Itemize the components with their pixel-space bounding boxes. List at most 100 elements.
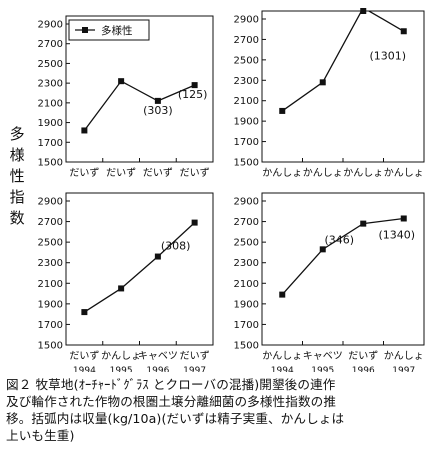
caption-line-3: 移。括弧内は収量(kg/10a)(だいずは精子実重、かんしょは	[6, 411, 345, 426]
y-tick-label: 1500	[38, 158, 63, 169]
y-tick-label: 1700	[38, 320, 63, 331]
y-tick-label: 2500	[234, 238, 259, 249]
y-tick-label: 2500	[38, 238, 63, 249]
data-point	[81, 309, 88, 316]
legend-box	[68, 19, 150, 41]
x-category-label: かんしょ	[262, 350, 302, 362]
x-year-label: 1997	[183, 366, 206, 372]
y-tick-label: 2700	[234, 35, 259, 46]
y-tick-label: 2700	[38, 217, 63, 228]
y-tick-label: 2500	[234, 55, 259, 66]
x-category-label: かんしょ	[384, 350, 424, 362]
x-category-label: キャベツ	[138, 350, 178, 362]
figure-caption: 図２ 牧草地(ｵｰﾁｬｰﾄﾞｸﾞﾗｽ とクローバの混播)開墾後の連作 及び輪作さ…	[6, 376, 438, 444]
data-point	[400, 28, 407, 35]
series-line	[84, 222, 196, 313]
x-category-label: かんしょ	[343, 167, 383, 179]
data-point	[118, 285, 125, 292]
y-tick-label: 2500	[38, 59, 63, 70]
x-category-label: だいず	[348, 350, 378, 362]
x-category-label: だいず	[69, 350, 99, 362]
x-year-label: 1995	[311, 366, 334, 372]
y-tick-label: 2700	[234, 217, 259, 228]
x-year-label: 1996	[146, 366, 169, 372]
y-tick-label: 1700	[38, 138, 63, 149]
data-point	[81, 127, 88, 134]
data-point	[360, 220, 367, 227]
x-category-label: キャベツ	[303, 350, 343, 362]
data-point	[400, 215, 407, 222]
plot-frame	[65, 192, 214, 346]
yield-annotation: (303)	[143, 104, 173, 117]
x-year-label: 1994	[271, 366, 294, 372]
x-year-label: 1994	[73, 366, 96, 372]
x-category-label: だいず	[180, 350, 210, 362]
y-tick-label: 2900	[234, 15, 259, 26]
x-year-label: 1995	[110, 366, 133, 372]
y-tick-label: 2100	[234, 279, 259, 290]
y-tick-label: 2300	[234, 258, 259, 269]
data-point	[191, 219, 198, 226]
caption-line-4: 上いも生重)	[6, 428, 75, 443]
data-point	[154, 253, 161, 260]
y-axis-label: 多様性指数	[4, 126, 28, 231]
y-tick-label: 2100	[38, 98, 63, 109]
x-category-label: だいず	[180, 167, 210, 179]
yield-annotation: (125)	[178, 88, 208, 101]
plot-frame	[261, 192, 425, 346]
series-line	[281, 217, 404, 296]
x-category-label: だいず	[106, 167, 136, 179]
caption-line-2: 及び輪作された作物の根圏土壌分離細菌の多様性指数の推	[6, 394, 337, 409]
x-year-label: 1997	[392, 366, 415, 372]
data-point	[118, 78, 125, 85]
data-point	[319, 246, 326, 253]
y-tick-label: 2300	[38, 79, 63, 90]
x-category-label: かんしょ	[303, 167, 343, 179]
y-tick-label: 2100	[38, 279, 63, 290]
x-year-label: 1996	[352, 366, 375, 372]
data-point	[279, 107, 286, 114]
legend-label: 多様性	[101, 24, 133, 37]
x-category-label: だいず	[143, 167, 173, 179]
yield-annotation: (1340)	[378, 228, 415, 241]
yield-annotation: (1301)	[369, 49, 406, 62]
x-category-label: かんしょ	[262, 167, 302, 179]
y-tick-label: 1900	[38, 299, 63, 310]
caption-line-1: 図２ 牧草地(ｵｰﾁｬｰﾄﾞｸﾞﾗｽ とクローバの混播)開墾後の連作	[6, 377, 336, 392]
y-tick-label: 2900	[38, 197, 63, 208]
y-tick-label: 1700	[234, 137, 259, 148]
y-tick-label: 1900	[38, 118, 63, 129]
yield-annotation: (308)	[161, 240, 191, 253]
yield-annotation: (346)	[324, 234, 354, 247]
x-category-label: だいず	[69, 167, 99, 179]
y-tick-label: 1900	[234, 299, 259, 310]
data-point	[360, 8, 367, 14]
y-tick-label: 2100	[234, 96, 259, 107]
legend-marker	[82, 27, 88, 33]
data-point	[154, 97, 161, 104]
y-tick-label: 1700	[234, 320, 259, 331]
y-tick-label: 1500	[38, 341, 63, 352]
legend: 多様性	[68, 19, 150, 41]
y-tick-label: 2700	[38, 39, 63, 50]
plot-frame	[261, 10, 425, 163]
data-point	[319, 79, 326, 86]
x-category-label: かんしょ	[101, 350, 141, 362]
data-point	[191, 82, 198, 89]
series-line	[83, 80, 195, 131]
series-line	[281, 11, 405, 112]
y-tick-label: 1500	[234, 158, 259, 169]
x-category-label: かんしょ	[384, 167, 424, 179]
y-tick-label: 2300	[38, 258, 63, 269]
y-tick-label: 1900	[234, 117, 259, 128]
y-tick-label: 2900	[234, 197, 259, 208]
data-point	[279, 291, 286, 298]
y-tick-label: 2900	[38, 20, 63, 31]
y-axis-label-text: 多様性指数	[7, 126, 26, 231]
y-tick-label: 2300	[234, 76, 259, 87]
